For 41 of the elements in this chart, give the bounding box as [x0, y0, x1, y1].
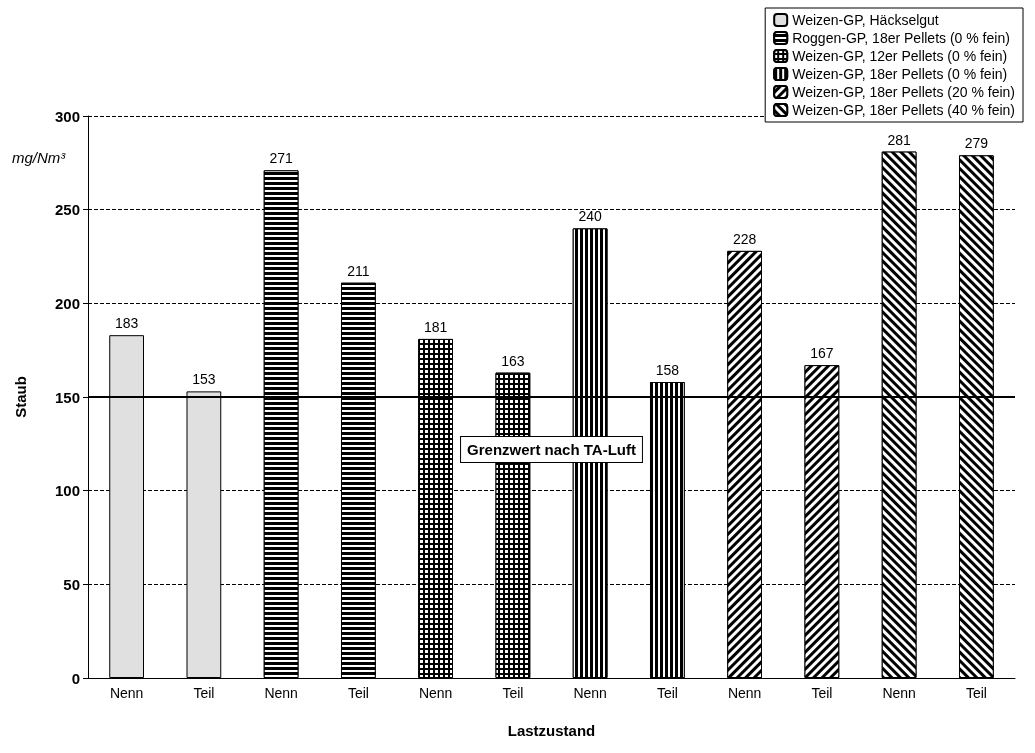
- data-label: 153: [192, 371, 216, 388]
- text: mg/Nm³: [12, 149, 67, 166]
- x-tick-label: Teil: [656, 685, 678, 701]
- data-label: 211: [347, 262, 370, 279]
- legend-label: Weizen-GP, Häckselgut: [792, 12, 939, 28]
- x-axis-title: Lastzustand: [507, 722, 596, 739]
- legend-label: Weizen-GP, 18er Pellets (20 % fein): [792, 84, 1015, 100]
- x-tick-label: Nenn: [573, 685, 607, 701]
- y-tick-label: 200: [54, 294, 80, 312]
- x-tick-label: Nenn: [264, 685, 298, 701]
- x-tick-label: Teil: [811, 685, 833, 701]
- data-label: 181: [423, 318, 448, 335]
- x-tick-label: Nenn: [882, 685, 916, 701]
- x-tick-label: Nenn: [418, 685, 453, 701]
- x-tick-label: Teil: [347, 685, 369, 701]
- data-label: 158: [655, 362, 680, 379]
- legend-label: Weizen-GP, 18er Pellets (40 % fein): [792, 102, 1015, 118]
- y-tick-label: 250: [54, 201, 80, 219]
- y-tick-label: 150: [54, 388, 80, 406]
- ref-line-label: Grenzwert nach TA-Luft: [467, 441, 636, 458]
- data-label: 167: [810, 345, 834, 362]
- y-axis-title: Staub: [12, 376, 29, 418]
- y-tick-label: 50: [63, 575, 80, 593]
- x-tick-label: Nenn: [109, 685, 144, 701]
- data-label: 271: [269, 150, 294, 167]
- x-tick-label: Nenn: [727, 685, 762, 701]
- x-tick-label: Teil: [502, 685, 524, 701]
- y-tick-label: 100: [54, 482, 80, 500]
- data-label: 279: [964, 135, 989, 152]
- legend-label: Weizen-GP, 12er Pellets (0 % fein): [792, 48, 1008, 64]
- x-tick-label: Teil: [193, 685, 215, 701]
- legend-label: Weizen-GP, 18er Pellets (0 % fein): [792, 66, 1008, 82]
- x-tick-label: Teil: [965, 685, 987, 701]
- data-label: 281: [887, 131, 912, 148]
- y-tick-label: 300: [54, 107, 80, 125]
- data-label: 163: [501, 352, 525, 369]
- legend-label: Roggen-GP, 18er Pellets (0 % fein): [792, 30, 1010, 46]
- data-label: 183: [114, 315, 139, 332]
- data-label: 228: [732, 230, 757, 247]
- data-label: 240: [578, 208, 603, 225]
- y-tick-label: 0: [71, 669, 80, 687]
